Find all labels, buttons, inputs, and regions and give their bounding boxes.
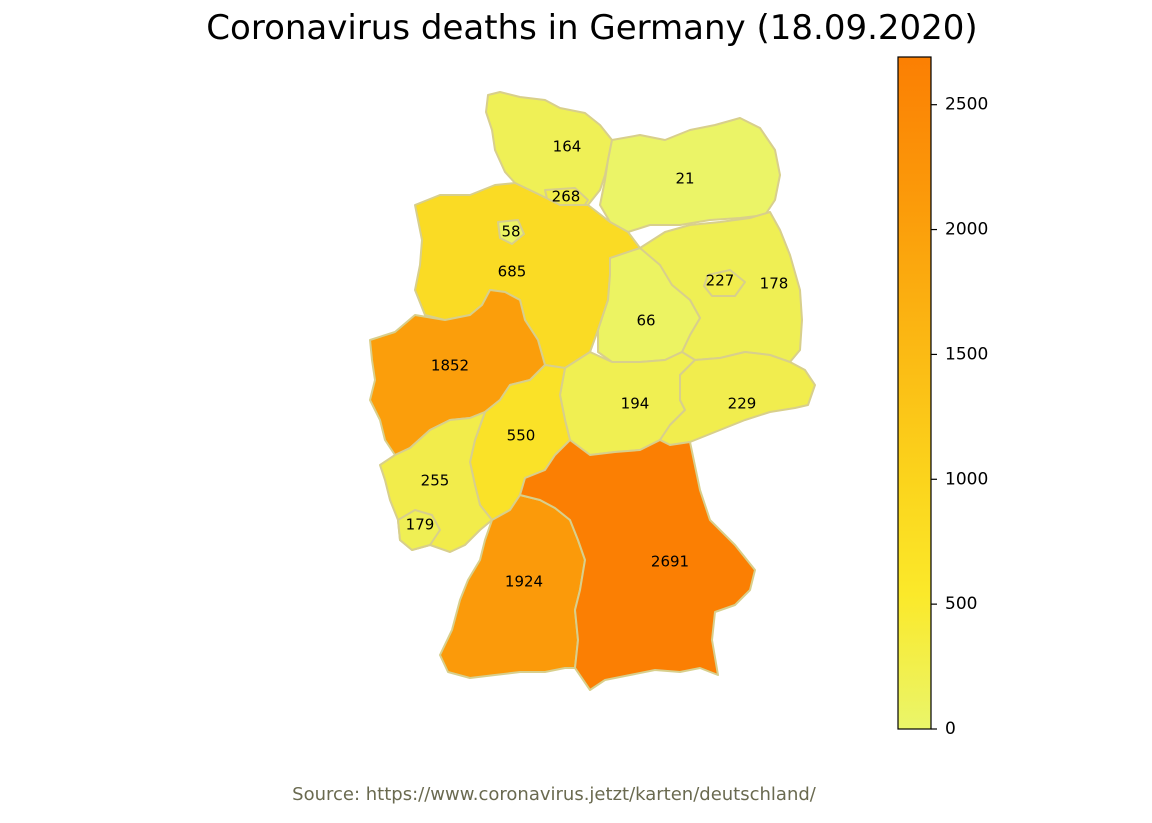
value-label-berlin: 227 (706, 272, 735, 290)
region-saarland (397, 509, 441, 551)
colorbar-gradient (897, 56, 932, 730)
value-label-rhineland-palatinate: 255 (421, 472, 450, 490)
value-label-saarland: 179 (406, 516, 435, 534)
value-label-brandenburg: 178 (760, 275, 789, 293)
value-label-hesse: 550 (507, 427, 536, 445)
colorbar-tick-label: 2000 (945, 220, 988, 240)
source-caption: Source: https://www.coronavirus.jetzt/ka… (292, 784, 816, 805)
region-berlin (703, 269, 746, 297)
colorbar: 0 500 1000 1500 2000 2500 (897, 56, 988, 739)
value-label-saxony-anhalt: 66 (636, 312, 655, 330)
value-label-bremen: 58 (501, 223, 520, 241)
colorbar-tick-label: 2500 (945, 95, 988, 115)
value-label-nrw: 1852 (431, 357, 469, 375)
colorbar-tick-label: 0 (945, 719, 956, 739)
region-schleswig-holstein (485, 91, 613, 211)
region-bremen (497, 219, 525, 245)
value-label-mecklenburg-vorpommern: 21 (675, 170, 694, 188)
chart-title: Coronavirus deaths in Germany (18.09.202… (206, 8, 978, 48)
value-label-lower-saxony: 685 (498, 263, 527, 281)
value-label-hamburg: 268 (552, 188, 581, 206)
region-bavaria (519, 439, 756, 691)
colorbar-tick-label: 1000 (945, 469, 988, 489)
value-label-bavaria: 2691 (651, 553, 689, 571)
region-saxony (659, 351, 816, 446)
value-label-thuringia: 194 (621, 395, 650, 413)
value-label-saxony: 229 (728, 395, 757, 413)
colorbar-tick-label: 1500 (945, 344, 988, 364)
colorbar-tick-label: 500 (945, 594, 977, 614)
value-label-schleswig-holstein: 164 (553, 138, 582, 156)
value-label-baden-wuerttemberg: 1924 (505, 573, 543, 591)
